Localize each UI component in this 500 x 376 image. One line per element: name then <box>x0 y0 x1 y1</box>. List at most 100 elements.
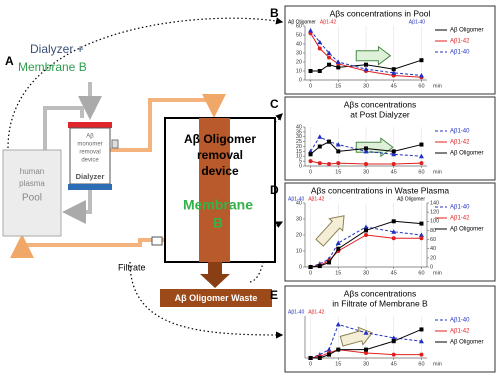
axis-label: Aβ1-40 <box>288 309 304 315</box>
pool-label: Pool <box>22 193 42 204</box>
device-label: Aβ <box>86 134 94 140</box>
chart-title: Aβs concentrations in Waste Plasma <box>311 185 450 195</box>
membrane-label: B <box>213 215 223 231</box>
point <box>336 161 341 166</box>
point <box>327 139 332 144</box>
y-tick-label: 5 <box>299 159 302 165</box>
membrane-b: Membrane B <box>18 60 87 74</box>
point <box>327 162 332 167</box>
point <box>364 146 368 151</box>
chart-title: Aβs concentrations in Pool <box>330 8 431 18</box>
point <box>317 39 323 45</box>
y-tick-label: 10 <box>296 68 302 74</box>
y2-tick-label: 140 <box>430 200 439 206</box>
device-label: device <box>81 158 99 164</box>
y-tick-label: 40 <box>296 41 302 47</box>
membrane-column <box>199 118 230 262</box>
chart-title: Aβs concentrations <box>344 288 416 298</box>
point <box>327 55 332 60</box>
dialyzer-cap <box>68 122 112 128</box>
point <box>308 356 313 360</box>
point <box>326 50 332 55</box>
point <box>419 236 424 241</box>
x-tick-label: 15 <box>335 169 341 175</box>
point <box>308 69 313 73</box>
legend-label: Aβ1-42 <box>450 329 470 335</box>
x-tick-label: 0 <box>309 270 312 276</box>
legend-label: Aβ Oligomer <box>450 340 483 346</box>
x-tick-label: 60 <box>418 83 424 89</box>
membrane-label: Membrane <box>183 197 253 213</box>
point <box>317 356 322 360</box>
x-unit: min <box>433 83 442 89</box>
x-tick-label: 30 <box>363 270 369 276</box>
axis-label: Aβ1-40 <box>288 196 304 202</box>
point <box>364 233 368 237</box>
point <box>391 339 396 344</box>
legend-label: Aβ1-40 <box>450 205 470 211</box>
filtrate-port <box>151 236 163 246</box>
trend-arrow <box>315 215 345 247</box>
legend-label: Aβ Oligomer <box>450 151 483 157</box>
trend-arrow <box>355 45 392 66</box>
x-unit: min <box>433 270 442 276</box>
chart-title: at Post Dialyzer <box>350 109 410 119</box>
point <box>363 148 369 154</box>
point <box>335 321 341 327</box>
panel-label: D <box>270 183 279 197</box>
x-tick-label: 45 <box>391 83 397 89</box>
x-tick-label: 30 <box>363 83 369 89</box>
point <box>391 149 396 154</box>
y-tick-label: 0 <box>299 77 302 83</box>
x-tick-label: 0 <box>309 361 312 367</box>
panel-label: C <box>270 97 279 111</box>
point <box>391 70 397 75</box>
point <box>419 327 424 332</box>
point <box>364 162 368 167</box>
point <box>335 59 341 64</box>
y-tick-label: 40 <box>296 124 302 130</box>
panel-label: A <box>5 54 14 68</box>
legend-label: Aβ1-40 <box>450 129 470 135</box>
filtrate-label: Filtrate <box>118 262 146 272</box>
point <box>364 228 368 233</box>
x-tick-label: 0 <box>309 83 312 89</box>
point <box>336 65 341 70</box>
x-tick-label: 30 <box>363 361 369 367</box>
device-title: Aβ Oligomer <box>184 132 256 146</box>
device-label: monomer <box>77 142 102 148</box>
y-tick-label: 30 <box>296 134 302 140</box>
point <box>418 73 424 78</box>
point <box>308 148 314 154</box>
point <box>317 69 322 73</box>
panel-label: E <box>270 288 278 302</box>
point <box>336 347 341 352</box>
waste-arrow <box>200 262 230 288</box>
axis-label: Aβ1-42 <box>308 196 324 202</box>
pool-label: plasma <box>19 179 45 188</box>
y-tick-label: 40 <box>296 200 302 206</box>
pool <box>2 149 62 237</box>
y2-tick-label: 120 <box>430 210 439 216</box>
point <box>327 260 332 265</box>
legend-label: Aβ1-40 <box>450 318 470 324</box>
point <box>418 232 424 237</box>
point <box>363 330 369 335</box>
point <box>308 159 313 164</box>
point <box>317 264 322 269</box>
dialyzer-base <box>68 184 112 190</box>
x-tick-label: 45 <box>391 169 397 175</box>
gray-tubes <box>43 82 102 224</box>
point <box>326 347 332 352</box>
point <box>364 350 368 355</box>
point <box>419 221 424 226</box>
y-tick-label: 15 <box>296 149 302 155</box>
orange-tubes <box>9 94 226 258</box>
y-tick-label: 20 <box>296 144 302 150</box>
x-tick-label: 60 <box>418 169 424 175</box>
point <box>317 46 322 51</box>
point <box>308 265 313 269</box>
y-tick-label: 0 <box>299 264 302 270</box>
dialyzer-label: Dialyzer <box>76 172 105 181</box>
y-tick-label: 35 <box>296 129 302 135</box>
